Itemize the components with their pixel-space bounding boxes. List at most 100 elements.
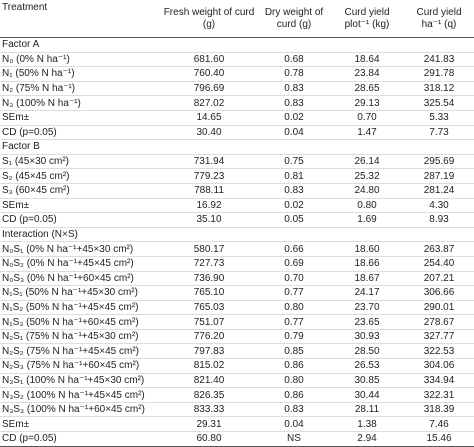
value-cell: 765.10 [160,285,258,301]
value-cell: 731.94 [160,154,258,170]
data-row: N₃S₁ (100% N ha⁻¹+45×30 cm²) 821.40 0.80 30… [0,373,474,389]
value-cell: 322.53 [404,343,474,360]
value-cell: 281.24 [404,183,474,199]
value-cell: 318.39 [404,402,474,418]
value-cell: 0.75 [258,154,330,170]
treatment-cell: SEm± [0,416,160,433]
value-cell: 0.79 [258,329,330,345]
value-cell: 0.81 [258,168,330,184]
value-cell: 327.77 [404,329,474,345]
data-row: N₁ (50% N ha⁻¹) 760.40 0.78 23.84 291.78 [0,66,474,82]
section-row: Factor B [0,139,474,155]
data-row: N₁S₃ (50% N ha⁻¹+60×45 cm²) 751.07 0.77 23.… [0,314,474,330]
value-cell: 826.35 [160,387,258,403]
value-cell: 304.06 [404,358,474,374]
value-cell: 0.83 [258,95,330,111]
value-cell: 318.12 [404,81,474,97]
value-cell: 16.92 [160,198,258,214]
value-cell: 760.40 [160,66,258,82]
data-row: SEm± 16.92 0.02 0.80 4.30 [0,198,474,214]
data-row: N₃ (100% N ha⁻¹) 827.02 0.83 29.13 325.54 [0,95,474,111]
treatment-cell: N₀S₂ (0% N ha⁻¹+45×45 cm²) [0,256,160,272]
value-cell: 295.69 [404,154,474,170]
value-cell: 0.70 [330,110,404,126]
column-header: Treatment [0,0,160,38]
value-cell: 5.33 [404,110,474,126]
treatment-cell: S₂ (45×45 cm²) [0,168,160,184]
value-cell: 334.94 [404,373,474,389]
value-cell: 580.17 [160,241,258,257]
table-body: Factor A N₀ (0% N ha⁻¹) 681.60 0.68 18.64 241… [0,37,474,447]
value-cell: 28.65 [330,81,404,97]
treatment-cell: N₂S₂ (75% N ha⁻¹+45×45 cm²) [0,343,160,360]
value-cell: 263.87 [404,241,474,257]
value-cell: 797.83 [160,343,258,360]
data-row: N₂S₂ (75% N ha⁻¹+45×45 cm²) 797.83 0.85 28.… [0,343,474,360]
treatment-cell: N₁S₂ (50% N ha⁻¹+45×45 cm²) [0,300,160,316]
treatment-cell: CD (p=0.05) [0,125,160,141]
treatment-cell: CD (p=0.05) [0,212,160,228]
value-cell: 0.66 [258,241,330,257]
treatment-cell: N₀S₃ (0% N ha⁻¹+60×45 cm²) [0,271,160,287]
value-cell: 306.66 [404,285,474,301]
data-row: CD (p=0.05) 35.10 0.05 1.69 8.93 [0,212,474,228]
value-cell: 30.93 [330,329,404,345]
data-row: SEm± 29.31 0.04 1.38 7.46 [0,416,474,433]
data-row: CD (p=0.05) 30.40 0.04 1.47 7.73 [0,125,474,141]
value-cell: 14.65 [160,110,258,126]
value-cell: 0.86 [258,358,330,374]
value-cell: 0.83 [258,183,330,199]
value-cell: 26.53 [330,358,404,374]
value-cell: 751.07 [160,314,258,330]
value-cell: 18.67 [330,271,404,287]
column-header: Curd yield ha⁻¹ (q) [404,0,474,38]
treatment-cell: SEm± [0,110,160,126]
value-cell: 0.70 [258,271,330,287]
value-cell: 322.31 [404,387,474,403]
value-cell: 0.83 [258,402,330,418]
value-cell: 28.11 [330,402,404,418]
value-cell: 30.85 [330,373,404,389]
value-cell: 25.32 [330,168,404,184]
data-row: SEm± 14.65 0.02 0.70 5.33 [0,110,474,126]
treatment-cell: N₁S₃ (50% N ha⁻¹+60×45 cm²) [0,314,160,330]
section-title: Factor A [0,37,474,53]
section-title: Interaction (N×S) [0,227,474,243]
value-cell: 325.54 [404,95,474,111]
value-cell: 18.64 [330,52,404,68]
data-row: N₃S₃ (100% N ha⁻¹+60×45 cm²) 833.33 0.83 28… [0,402,474,418]
value-cell: 0.80 [258,373,330,389]
column-header: Dry weight of curd (g) [258,0,330,38]
value-cell: 821.40 [160,373,258,389]
treatment-cell: N₁S₁ (50% N ha⁻¹+45×30 cm²) [0,285,160,301]
value-cell: 7.46 [404,416,474,433]
value-cell: 779.23 [160,168,258,184]
value-cell: 815.02 [160,358,258,374]
value-cell: 0.78 [258,66,330,82]
value-cell: 0.77 [258,314,330,330]
value-cell: 290.01 [404,300,474,316]
data-row: N₀S₁ (0% N ha⁻¹+45×30 cm²) 580.17 0.66 18.6… [0,241,474,257]
data-row: N₀S₃ (0% N ha⁻¹+60×45 cm²) 736.90 0.70 18.6… [0,271,474,287]
value-cell: 727.73 [160,256,258,272]
data-row: CD (p=0.05) 60.80 NS 2.94 15.46 [0,431,474,447]
value-cell: 7.73 [404,125,474,141]
section-row: Interaction (N×S) [0,227,474,243]
treatment-cell: N₃ (100% N ha⁻¹) [0,95,160,111]
value-cell: 287.19 [404,168,474,184]
treatment-cell: N₀S₁ (0% N ha⁻¹+45×30 cm²) [0,241,160,257]
treatment-cell: N₂S₁ (75% N ha⁻¹+45×30 cm²) [0,329,160,345]
value-cell: 0.04 [258,125,330,141]
value-cell: 0.85 [258,343,330,360]
value-cell: 0.77 [258,285,330,301]
value-cell: 24.17 [330,285,404,301]
value-cell: 0.69 [258,256,330,272]
treatment-cell: N₃S₂ (100% N ha⁻¹+45×45 cm²) [0,387,160,403]
section-row: Factor A [0,37,474,53]
value-cell: 1.69 [330,212,404,228]
data-row: N₀ (0% N ha⁻¹) 681.60 0.68 18.64 241.83 [0,52,474,68]
treatment-cell: SEm± [0,198,160,214]
data-row: N₂S₃ (75% N ha⁻¹+60×45 cm²) 815.02 0.86 26.… [0,358,474,374]
value-cell: 30.40 [160,125,258,141]
